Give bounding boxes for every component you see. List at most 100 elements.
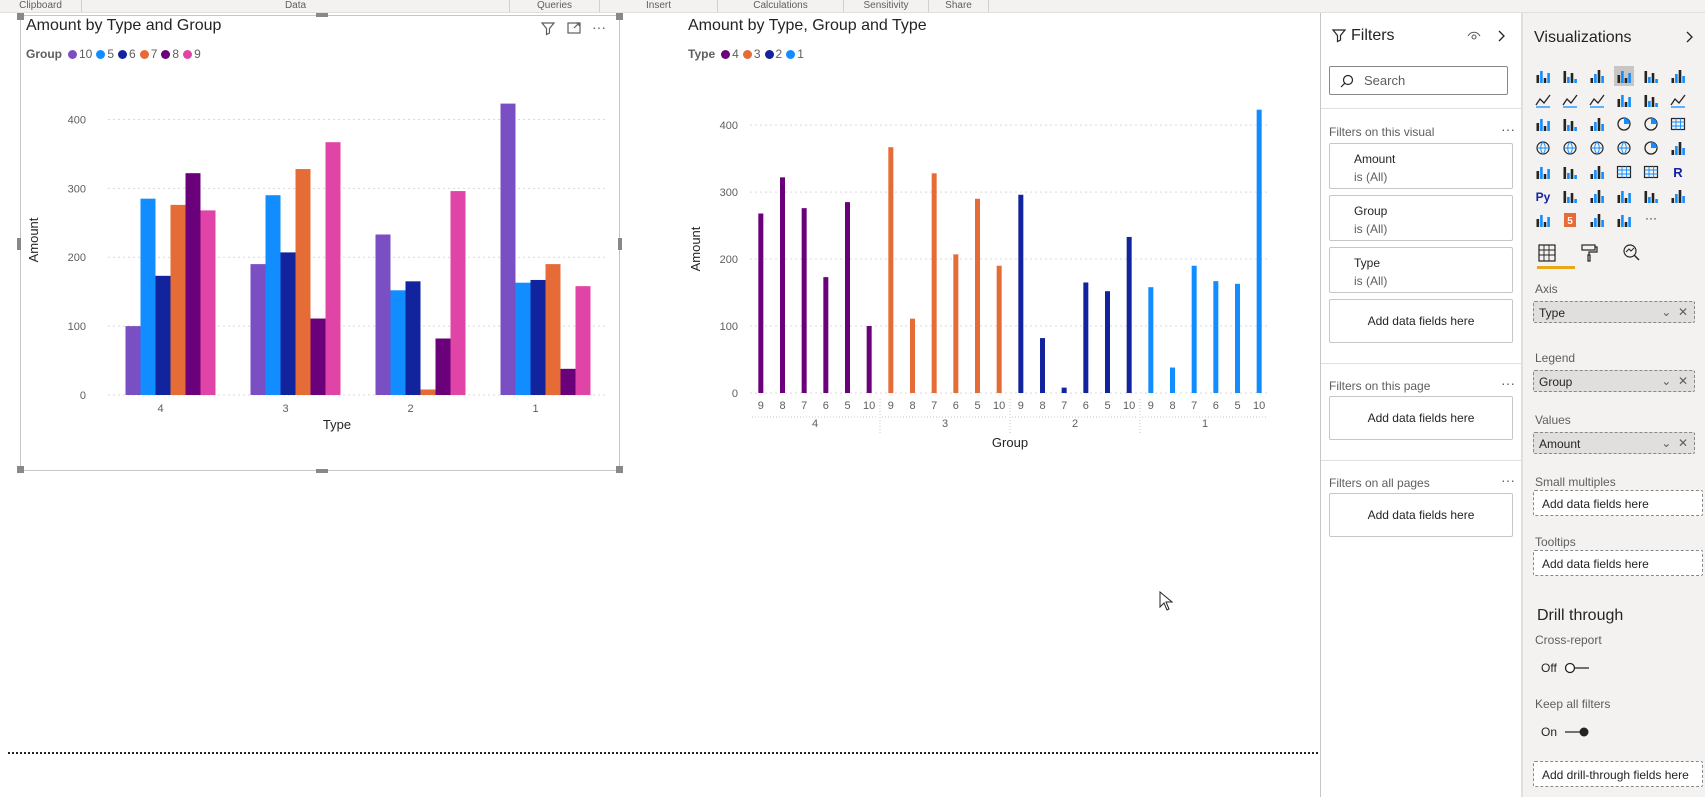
bar-type-1-group-8[interactable] [560,368,576,395]
bar-type-3-group-9[interactable] [888,147,894,393]
analytics-tab[interactable] [1619,241,1643,265]
bar-type-4-group-7[interactable] [170,204,186,395]
legend-item[interactable]: 7 [139,47,157,61]
qa-visual-icon[interactable] [1614,186,1634,206]
fields-tab[interactable] [1535,241,1559,265]
legend-item[interactable]: 10 [68,47,92,61]
ribbon-visual-icon[interactable] [1668,90,1688,110]
bar-type-3-group-10[interactable] [996,265,1002,393]
field-pill-controls[interactable]: ⌄ ✕ [1661,374,1688,388]
waterfall-visual-icon[interactable] [1533,114,1553,134]
100-bar-visual-icon[interactable] [1641,66,1661,86]
legend-item[interactable]: 3 [742,47,761,61]
tooltips-well[interactable]: Add data fields here [1533,550,1703,576]
bar-type-1-group-5[interactable] [1235,283,1240,393]
bar-type-2-group-9[interactable] [1018,194,1024,393]
bar-type-3-group-9[interactable] [325,142,341,395]
bar-type-1-group-6[interactable] [530,279,546,395]
resize-handle-tr[interactable] [616,13,623,20]
values-well-field[interactable]: Amount ⌄ ✕ [1533,432,1695,454]
cross-report-toggle[interactable] [1563,662,1591,674]
stacked-column-visual-icon[interactable] [1560,66,1580,86]
bar-type-4-group-6[interactable] [823,277,829,393]
multi-row-card-visual-icon[interactable] [1533,162,1553,182]
stacked-area-visual-icon[interactable] [1587,90,1607,110]
bar-type-1-group-10[interactable] [1256,109,1262,394]
donut-visual-icon[interactable] [1641,114,1661,134]
legend-item[interactable]: 9 [183,47,201,61]
bar-type-2-group-7[interactable] [1061,387,1067,393]
bar-type-1-group-7[interactable] [545,264,561,395]
kpi-visual-icon[interactable] [1560,162,1580,182]
pie-visual-icon[interactable] [1614,114,1634,134]
collapse-pane-icon[interactable] [1497,29,1507,43]
filters-search-input[interactable]: Search [1329,66,1508,95]
legend-item[interactable]: 1 [786,47,804,61]
bar-type-2-group-9[interactable] [450,191,466,395]
bar-type-1-group-10[interactable] [500,103,516,395]
bar-type-1-group-8[interactable] [1170,367,1175,393]
bar-type-3-group-6[interactable] [280,252,296,395]
card-visual-icon[interactable] [1668,138,1688,158]
add-visual-filter-fields[interactable]: Add data fields here [1329,299,1513,343]
filter-card-group[interactable]: Group is (All) [1329,195,1513,241]
treemap-visual-icon[interactable] [1668,114,1688,134]
gauge-visual-icon[interactable] [1641,138,1661,158]
legend-item[interactable]: 5 [96,47,114,61]
funnel-visual-icon[interactable] [1560,114,1580,134]
filled-map-visual-icon[interactable] [1560,138,1580,158]
bar-type-3-group-5[interactable] [975,198,980,393]
area-visual-icon[interactable] [1560,90,1580,110]
bar-type-4-group-9[interactable] [758,213,764,393]
clustered-column-chart-1[interactable]: Amount by Type and Group ··· Group 10 5 6 7… [17,13,623,473]
bar-type-4-group-8[interactable] [185,173,201,395]
legend-item[interactable]: 6 [118,47,136,61]
map-visual-icon[interactable] [1533,138,1553,158]
bar-type-4-group-9[interactable] [200,210,216,395]
more-options-icon[interactable]: ··· [592,19,606,35]
keep-all-filters-toggle[interactable] [1563,726,1591,738]
drill-through-well[interactable]: Add drill-through fields here [1533,761,1703,787]
bar-type-2-group-5[interactable] [390,290,406,395]
bar-type-3-group-6[interactable] [953,254,959,393]
bar-type-3-group-10[interactable] [250,264,266,395]
resize-handle-right[interactable] [618,238,622,250]
filter-card-amount[interactable]: Amount is (All) [1329,143,1513,189]
bar-type-4-group-10[interactable] [125,326,141,395]
bar-type-3-group-8[interactable] [910,318,915,393]
100-column-visual-icon[interactable] [1668,66,1688,86]
focus-mode-icon[interactable] [566,20,582,36]
bar-type-1-group-9[interactable] [575,286,591,395]
line-visual-icon[interactable] [1533,90,1553,110]
bar-type-1-group-5[interactable] [515,282,531,395]
shape-map-visual-icon[interactable] [1587,138,1607,158]
bar-type-4-group-8[interactable] [780,177,785,393]
blank-visual-icon[interactable] [1614,210,1634,230]
add-page-filter-fields[interactable]: Add data fields here [1329,396,1513,440]
slicer-visual-icon[interactable] [1587,162,1607,182]
bar-type-2-group-5[interactable] [1105,291,1110,393]
stacked-bar-visual-icon[interactable] [1533,66,1553,86]
power-apps-visual-icon[interactable] [1533,210,1553,230]
more-options-icon[interactable]: ··· [1501,375,1515,391]
more-options-icon[interactable]: ··· [1501,472,1515,488]
eye-icon[interactable] [1467,30,1481,42]
bar-type-4-group-10[interactable] [866,326,872,393]
axis-well-field[interactable]: Type ⌄ ✕ [1533,301,1695,323]
resize-handle-bottom[interactable] [316,469,328,473]
clustered-column-visual-icon[interactable] [1614,66,1634,86]
paginated-visual-icon[interactable] [1668,186,1688,206]
clustered-bar-visual-icon[interactable] [1587,66,1607,86]
bar-type-4-group-6[interactable] [155,275,171,395]
resize-handle-left[interactable] [17,238,21,250]
resize-handle-bl[interactable] [17,466,24,473]
power-automate-visual-icon[interactable] [1587,210,1607,230]
legend-item[interactable]: 2 [764,47,782,61]
narrative-visual-icon[interactable] [1641,186,1661,206]
more-options-icon[interactable]: ··· [1501,121,1515,137]
bar-type-2-group-8[interactable] [1040,338,1045,393]
bar-type-4-group-5[interactable] [140,198,156,395]
matrix-visual-icon[interactable] [1641,162,1661,182]
more-visual-icon[interactable]: ··· [1641,210,1661,230]
